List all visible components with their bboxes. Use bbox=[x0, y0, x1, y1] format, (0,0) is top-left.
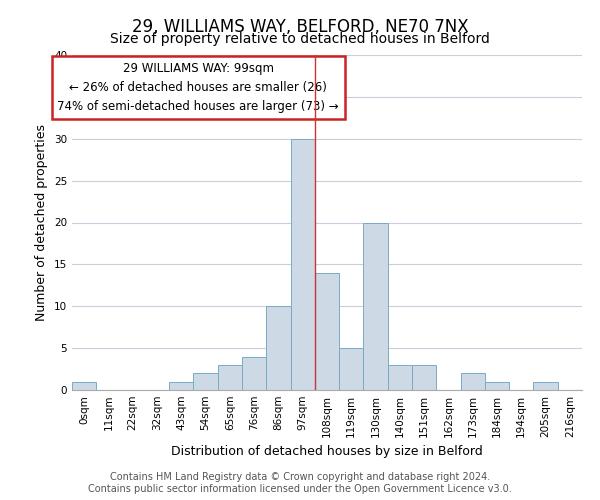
Bar bbox=[485, 382, 509, 390]
Bar bbox=[533, 382, 558, 390]
Bar bbox=[339, 348, 364, 390]
Y-axis label: Number of detached properties: Number of detached properties bbox=[35, 124, 49, 321]
Bar bbox=[218, 365, 242, 390]
Bar bbox=[72, 382, 96, 390]
Bar bbox=[388, 365, 412, 390]
Bar bbox=[193, 373, 218, 390]
Bar bbox=[290, 138, 315, 390]
Bar bbox=[169, 382, 193, 390]
Bar bbox=[242, 356, 266, 390]
Bar bbox=[364, 222, 388, 390]
Bar bbox=[461, 373, 485, 390]
Bar bbox=[266, 306, 290, 390]
Text: Size of property relative to detached houses in Belford: Size of property relative to detached ho… bbox=[110, 32, 490, 46]
Text: 29, WILLIAMS WAY, BELFORD, NE70 7NX: 29, WILLIAMS WAY, BELFORD, NE70 7NX bbox=[131, 18, 469, 36]
Bar bbox=[412, 365, 436, 390]
Bar bbox=[315, 273, 339, 390]
X-axis label: Distribution of detached houses by size in Belford: Distribution of detached houses by size … bbox=[171, 446, 483, 458]
Text: Contains HM Land Registry data © Crown copyright and database right 2024.
Contai: Contains HM Land Registry data © Crown c… bbox=[88, 472, 512, 494]
Text: 29 WILLIAMS WAY: 99sqm
← 26% of detached houses are smaller (26)
74% of semi-det: 29 WILLIAMS WAY: 99sqm ← 26% of detached… bbox=[58, 62, 339, 112]
